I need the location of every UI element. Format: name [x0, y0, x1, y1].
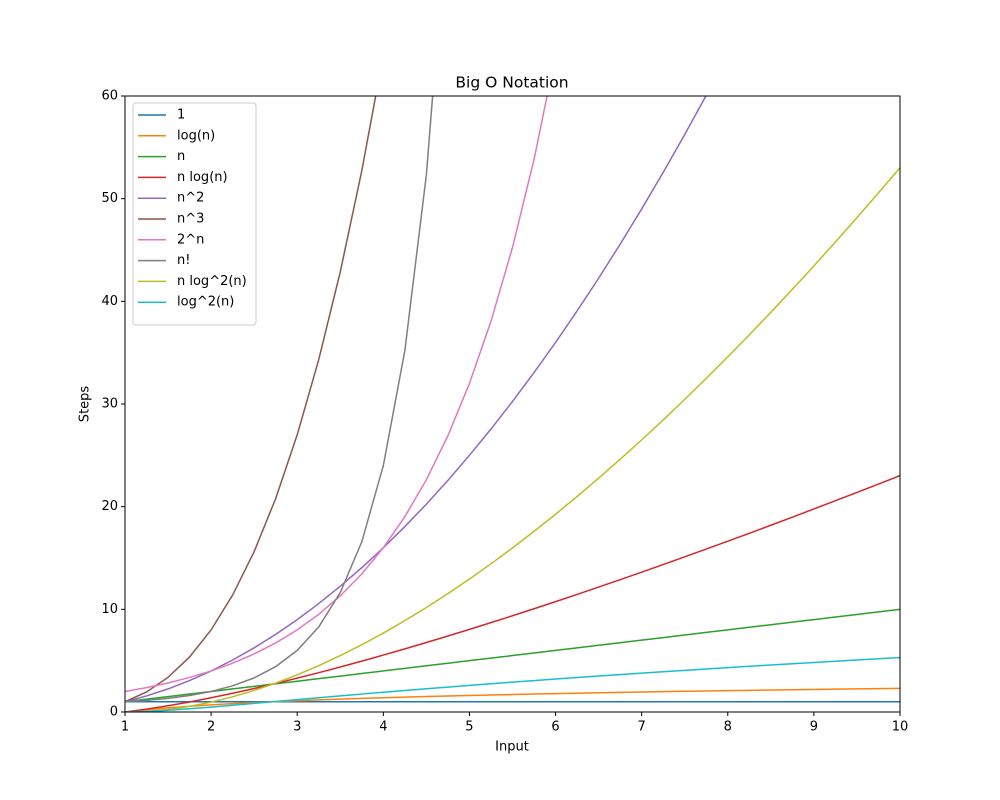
chart-title: Big O Notation — [455, 74, 568, 92]
x-tick-label: 10 — [892, 720, 909, 735]
legend-label: 2^n — [177, 232, 204, 247]
series-line — [125, 96, 548, 693]
y-tick-label: 60 — [101, 89, 118, 104]
legend: 1 log(n) n n log(n) n^2 n^3 2^n n! n log^2(n) log… — [132, 102, 257, 326]
series-line — [125, 656, 900, 712]
series-line — [125, 608, 900, 703]
legend-label: log(n) — [177, 128, 215, 143]
y-axis-label: Steps — [78, 386, 93, 423]
y-tick-label: 40 — [101, 294, 118, 309]
series-line — [125, 96, 707, 703]
legend-label: n^3 — [177, 212, 204, 227]
y-tick-label: 0 — [110, 705, 118, 720]
legend-box — [132, 102, 257, 326]
series-line — [125, 687, 900, 712]
x-tick-label: 1 — [121, 720, 129, 735]
y-tick-label: 20 — [101, 499, 118, 514]
x-tick-label: 6 — [551, 720, 559, 735]
y-tick-label: 30 — [101, 397, 118, 412]
series-line — [125, 96, 377, 703]
legend-label: n log(n) — [177, 170, 228, 185]
x-tick-label: 9 — [810, 720, 818, 735]
legend-label: log^2(n) — [177, 295, 234, 310]
x-tick-label: 8 — [724, 720, 732, 735]
x-tick-label: 7 — [638, 720, 646, 735]
plot-area — [125, 96, 900, 712]
x-tick-label: 3 — [293, 720, 301, 735]
x-axis-label: Input — [495, 740, 529, 755]
legend-label: n^2 — [177, 191, 204, 206]
legend-label: n log^2(n) — [177, 274, 247, 289]
legend-label: n — [177, 149, 185, 164]
legend-label: n! — [177, 253, 190, 268]
y-tick-label: 10 — [101, 602, 118, 617]
legend-label: 1 — [177, 108, 185, 123]
x-tick-label: 4 — [379, 720, 387, 735]
x-tick-label: 5 — [465, 720, 473, 735]
series-line — [125, 474, 900, 712]
y-tick-label: 50 — [101, 191, 118, 206]
x-tick-label: 2 — [207, 720, 215, 735]
series-line — [125, 167, 900, 712]
